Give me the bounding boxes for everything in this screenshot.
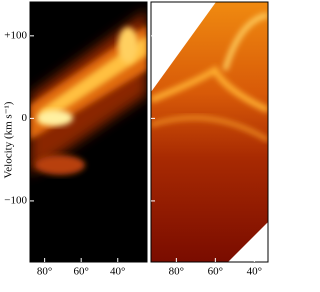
right-frame: [150, 1, 269, 263]
x-tick-label: 60°: [73, 266, 88, 278]
x-tick-label: 80°: [169, 266, 184, 278]
x-tick-label: 40°: [110, 266, 125, 278]
figure: Velocity (km s⁻¹) 80° 60° 40° +100 0 −100 80° 6…: [3, 1, 269, 278]
right-emission: [151, 2, 268, 262]
y-tick-label: +100: [4, 29, 27, 41]
left-emission: [30, 10, 147, 175]
y-tick-label: 0: [22, 112, 28, 124]
y-tick-label: −100: [4, 194, 27, 206]
x-tick-label: 60°: [208, 266, 223, 278]
x-tick-label: 80°: [37, 266, 52, 278]
left-frame: [29, 1, 148, 263]
y-axis-label: Velocity (km s⁻¹): [3, 101, 15, 178]
x-tick-label: 40°: [247, 266, 262, 278]
